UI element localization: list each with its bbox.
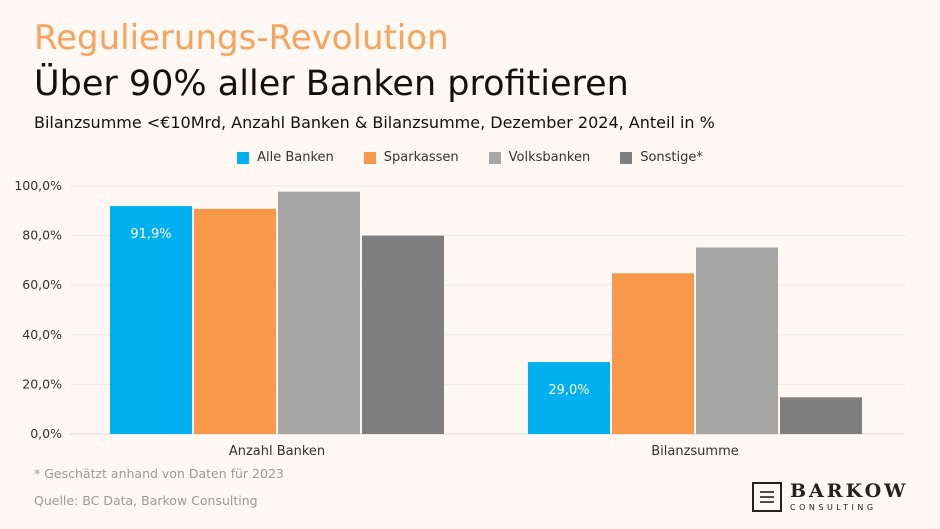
legend-label: Volksbanken [508, 150, 591, 165]
y-tick-label: 0,0% [30, 426, 62, 441]
legend-swatch [237, 151, 250, 164]
x-tick-label: Anzahl Banken [229, 444, 325, 459]
y-tick-label: 80,0% [22, 228, 62, 243]
legend-swatch [620, 151, 633, 164]
chart-subtitle: Bilanzsumme <€10Mrd, Anzahl Banken & Bil… [34, 113, 715, 132]
bar-chart: 0,0% 20,0% 40,0% 60,0% 80,0% 100,0% Anzahl Ban… [14, 178, 905, 459]
legend-item-volksbanken: Volksbanken [488, 150, 591, 165]
bar-sparkassen [194, 208, 276, 434]
bar-volksbanken [278, 191, 360, 434]
legend-swatch [488, 151, 501, 164]
footnote: * Geschätzt anhand von Daten für 2023 [34, 466, 284, 481]
chart-legend: Alle Banken Sparkassen Volksbanken Sonst… [0, 150, 940, 165]
legend-item-sonstige: Sonstige* [620, 150, 703, 165]
y-tick-label: 40,0% [22, 327, 62, 342]
legend-swatch [363, 151, 376, 164]
bar-alle-banken [528, 362, 610, 434]
y-tick-label: 60,0% [22, 277, 62, 292]
bar-sonstige [780, 397, 862, 434]
bar-sparkassen [612, 273, 694, 434]
data-label: 91,9% [130, 227, 171, 242]
logo-subtitle: CONSULTING [790, 503, 877, 512]
legend-label: Sparkassen [383, 150, 459, 165]
chart-kicker: Regulierungs-Revolution [34, 18, 449, 58]
data-label: 29,0% [548, 383, 589, 398]
chart-title: Über 90% aller Banken profitieren [34, 64, 629, 104]
company-logo: BARKOW CONSULTING [752, 482, 908, 512]
legend-label: Sonstige* [640, 150, 703, 165]
source-note: Quelle: BC Data, Barkow Consulting [34, 493, 258, 508]
logo-icon [752, 482, 782, 512]
legend-item-sparkassen: Sparkassen [363, 150, 459, 165]
bar-volksbanken [696, 247, 778, 434]
bar-sonstige [362, 235, 444, 434]
bar-alle-banken [110, 206, 192, 434]
y-tick-label: 20,0% [22, 376, 62, 391]
logo-name: BARKOW [790, 480, 909, 502]
x-tick-label: Bilanzsumme [651, 444, 739, 459]
legend-label: Alle Banken [257, 150, 334, 165]
legend-item-alle-banken: Alle Banken [237, 150, 334, 165]
y-tick-label: 100,0% [14, 178, 62, 193]
